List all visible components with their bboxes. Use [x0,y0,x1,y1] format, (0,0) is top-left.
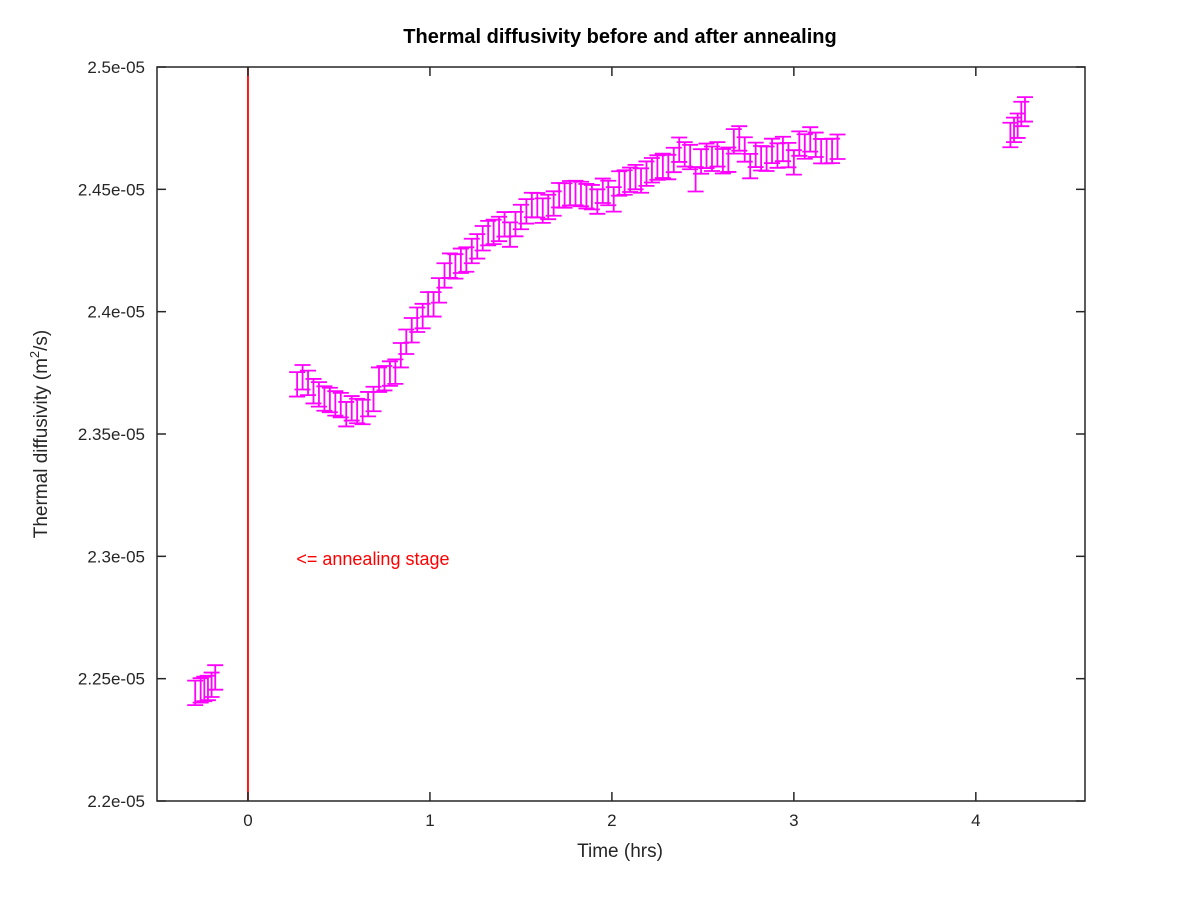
y-tick-label: 2.3e-05 [87,547,145,566]
y-axis-label-suffix: /s) [31,330,52,351]
data-point-errorbar [203,671,220,698]
annealing-annotation: <= annealing stage [296,549,449,569]
data-point-errorbar [1016,96,1033,123]
y-axis-label-superscript: 2 [27,351,42,358]
axis-ticks-layer: 0 1 2 3 4 2.2e-05 2.25e-05 2.3e-05 2.35e-05 2.4e-… [78,58,1085,830]
x-axis-label: Time (hrs) [577,841,663,862]
y-tick-label: 2.5e-05 [87,58,145,77]
data-points-layer [187,96,1033,706]
chart-title: Thermal diffusivity before and after ann… [403,26,836,48]
data-point-errorbar [1002,121,1019,149]
y-tick-label: 2.45e-05 [78,180,145,199]
x-tick-label: 2 [607,811,616,830]
y-axis-label: Thermal diffusivity (m2/s) [27,330,52,539]
y-tick-label: 2.4e-05 [87,303,145,322]
x-tick-label: 4 [971,811,980,830]
data-point-errorbar [829,133,846,160]
x-tick-label: 3 [789,811,798,830]
y-axis-label-prefix: Thermal diffusivity (m [31,358,52,538]
y-tick-label: 2.2e-05 [87,792,145,811]
x-tick-label: 1 [425,811,434,830]
plot-area [157,67,1085,801]
plot-frame [156,66,1086,802]
data-point-errorbar [207,664,224,691]
x-tick-label: 0 [243,811,252,830]
y-tick-label: 2.35e-05 [78,425,145,444]
y-tick-label: 2.25e-05 [78,670,145,689]
data-point-errorbar [192,677,209,704]
